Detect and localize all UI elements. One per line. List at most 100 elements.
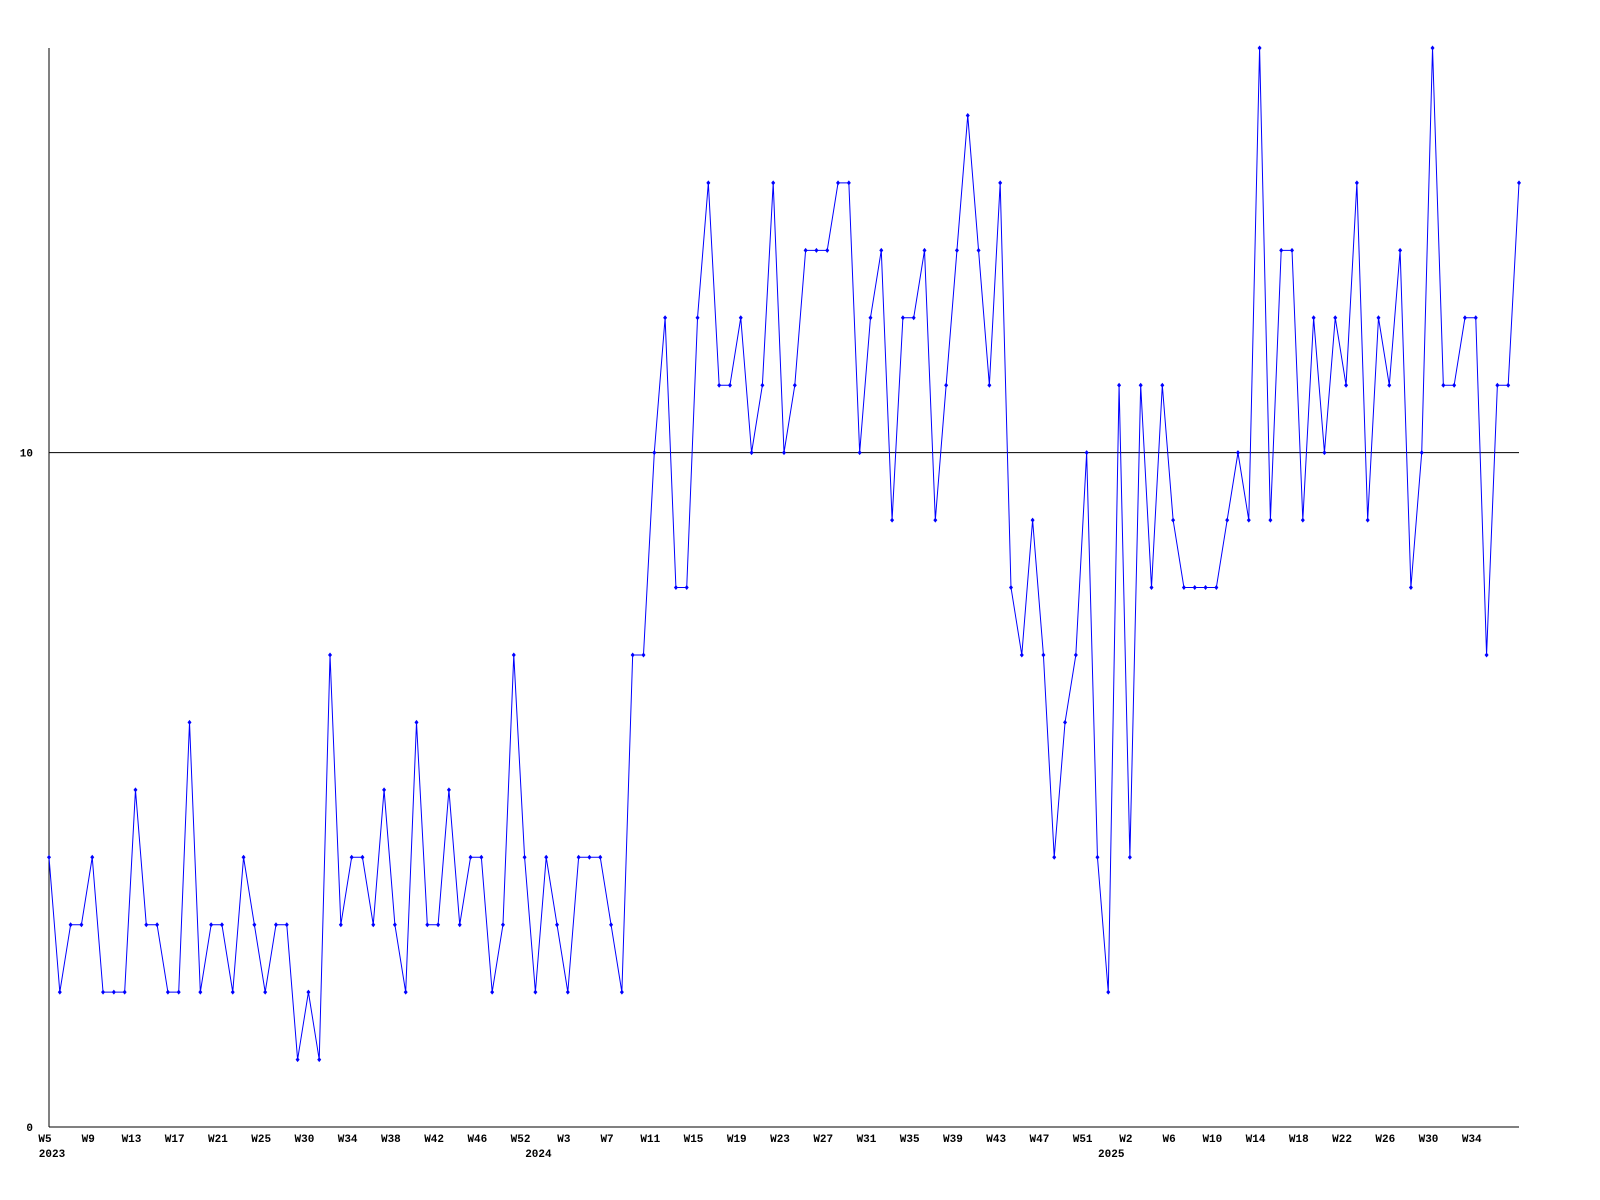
year-label: 2024 (525, 1149, 552, 1161)
x-tick-label: W51 (1073, 1134, 1093, 1146)
point (425, 922, 430, 928)
x-tick-label: W27 (813, 1134, 833, 1146)
point (263, 989, 268, 995)
point (1181, 585, 1186, 590)
point (565, 989, 570, 995)
x-tick-label: W23 (770, 1134, 790, 1146)
x-tick-label: W10 (1202, 1134, 1222, 1146)
point (468, 854, 473, 860)
point (1106, 989, 1111, 995)
x-tick-label: W9 (82, 1134, 95, 1146)
point (1117, 382, 1122, 388)
point (922, 247, 927, 253)
point (1376, 315, 1381, 321)
point (782, 450, 786, 456)
point (738, 315, 743, 321)
point (382, 787, 387, 793)
x-tick-label: W30 (295, 1134, 315, 1146)
point (1452, 382, 1457, 388)
point (663, 315, 668, 321)
point (165, 989, 170, 995)
x-tick-label: W52 (511, 1134, 531, 1146)
x-tick-label: W21 (208, 1134, 228, 1146)
point (338, 922, 343, 928)
point (641, 652, 646, 658)
point (749, 450, 754, 456)
point (252, 922, 257, 928)
x-tick-label: W25 (251, 1134, 271, 1146)
point (1300, 517, 1305, 523)
point (360, 854, 365, 860)
point (198, 989, 203, 995)
point (587, 854, 592, 860)
x-tick-label: W22 (1332, 1134, 1352, 1146)
point (47, 854, 51, 860)
point (771, 180, 776, 186)
point (1041, 652, 1046, 658)
point (1311, 315, 1316, 321)
point (284, 922, 289, 928)
point (187, 719, 192, 725)
point (1127, 854, 1132, 860)
x-tick-label: W17 (165, 1134, 185, 1146)
point (1095, 854, 1100, 860)
point (1365, 517, 1370, 523)
point (1149, 585, 1154, 590)
point (1473, 315, 1478, 321)
x-tick-label: W46 (467, 1134, 487, 1146)
point (717, 382, 722, 388)
point (1419, 450, 1424, 456)
year-label: 2023 (39, 1149, 66, 1161)
point (1138, 382, 1143, 388)
point (1073, 652, 1078, 658)
point (1441, 382, 1446, 388)
point (900, 315, 905, 321)
point (1268, 517, 1273, 523)
point (500, 922, 505, 928)
x-tick-label: W7 (600, 1134, 613, 1146)
x-tick-label: W15 (684, 1134, 704, 1146)
point (306, 989, 311, 995)
point (90, 854, 95, 860)
point (317, 1057, 322, 1063)
point (706, 180, 711, 186)
x-tick-label: W43 (986, 1134, 1006, 1146)
point (68, 922, 73, 928)
point (998, 180, 1003, 186)
x-tick-label: W35 (900, 1134, 920, 1146)
point (57, 989, 62, 995)
x-tick-label: W6 (1163, 1134, 1176, 1146)
point (1052, 854, 1057, 860)
point (695, 315, 700, 321)
x-tick-label: W38 (381, 1134, 401, 1146)
point (684, 585, 689, 590)
point (436, 922, 441, 928)
point (652, 450, 657, 456)
point (144, 922, 149, 928)
point (846, 180, 851, 186)
point (1344, 382, 1349, 388)
x-tick-label: W2 (1119, 1134, 1132, 1146)
x-tick-label: W34 (338, 1134, 358, 1146)
point (814, 247, 819, 253)
point (868, 315, 873, 321)
point (954, 247, 959, 253)
point (965, 112, 970, 118)
point (619, 989, 624, 995)
point (576, 854, 581, 860)
point (1430, 45, 1435, 51)
point (209, 922, 214, 928)
x-tick-label: W42 (424, 1134, 444, 1146)
point (1084, 450, 1089, 456)
point (1063, 719, 1068, 725)
point (511, 652, 516, 658)
point (857, 450, 862, 456)
point (1225, 517, 1230, 523)
point (1495, 382, 1500, 388)
point (879, 247, 884, 253)
point (1214, 585, 1219, 590)
x-tick-label: W5 (38, 1134, 52, 1146)
year-label: 2025 (1098, 1149, 1125, 1161)
point (609, 922, 614, 928)
point (1322, 450, 1327, 456)
